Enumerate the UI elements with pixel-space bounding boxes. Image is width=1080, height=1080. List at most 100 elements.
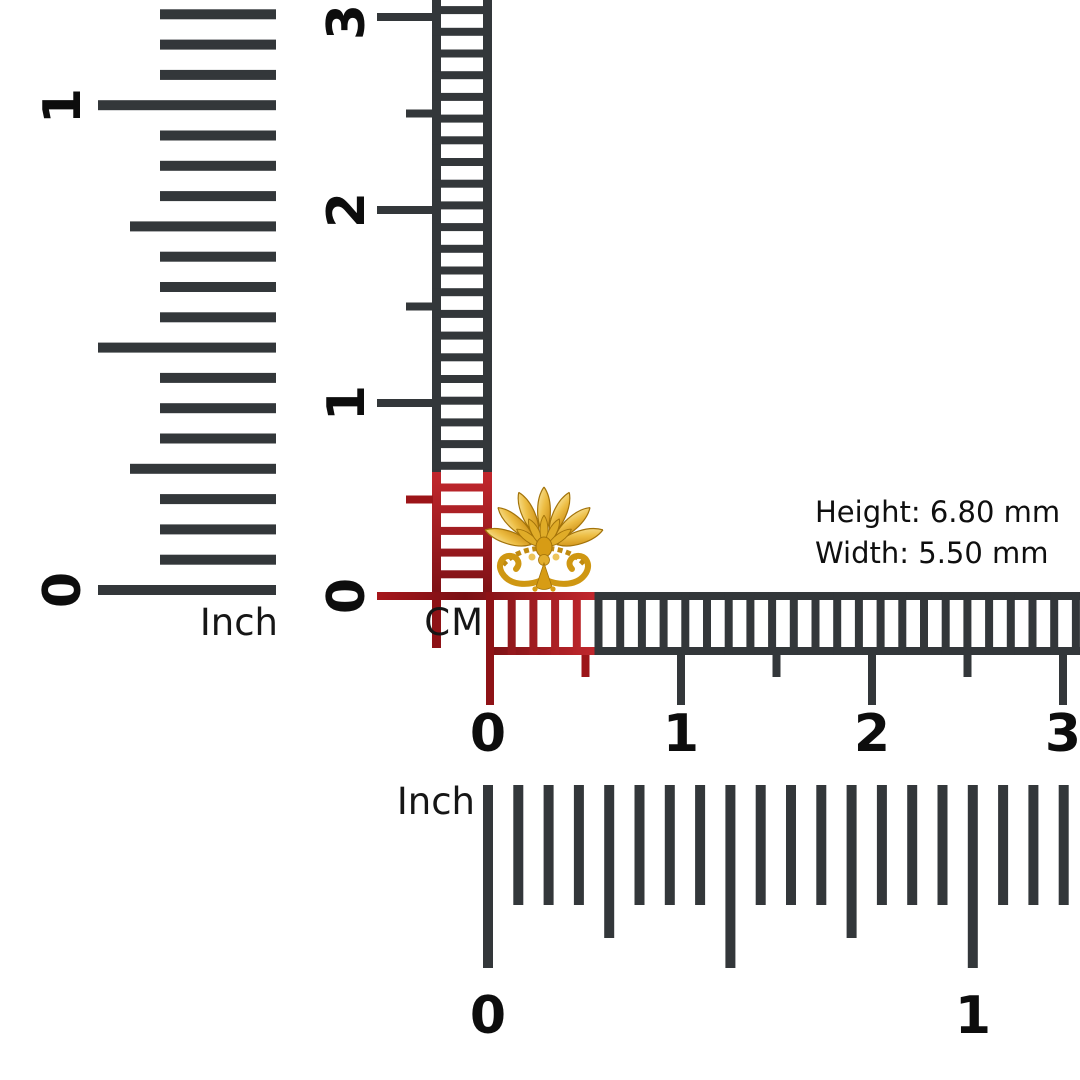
inch-bottom-tick [907,785,918,905]
cm-horizontal-label-0: 0 [469,704,507,764]
cm-v-rung [432,114,492,123]
inch-unit-label-left: Inch [199,601,278,644]
base-tuft [535,561,553,590]
inch-bottom-tick [604,785,615,938]
cm-v-rung [432,201,492,210]
cm-v-half-tick [406,109,433,118]
inch-bottom-tick [876,785,887,905]
cm-h-major-tick [677,655,685,705]
cm-h-rung [1050,592,1059,655]
cm-v-rung [432,136,492,145]
cm-h-rung [572,592,581,655]
inch-left-tick [160,403,276,414]
cm-v-rung [432,309,492,318]
cm-v-rung [432,396,492,405]
base-bead [532,586,538,592]
cm-h-rung [1006,592,1015,655]
cm-h-rung [551,592,560,655]
inch-bottom-tick [937,785,948,905]
inch-left-tick [98,342,276,353]
cm-v-rung [432,570,492,579]
cm-v-major-tick [377,13,433,21]
cm-unit-label: CM [424,601,484,644]
inch-left-tick [160,69,276,80]
cm-h-rung [768,592,777,655]
inch-left-tick [130,463,276,474]
cm-v-rung [432,418,492,427]
measurement-text: Height: 6.80 mm Width: 5.50 mm [815,492,1060,574]
cm-h-rung [920,592,928,655]
gold-stud-ornament [484,486,604,592]
inch-bottom-tick [573,785,584,905]
cm-h-rung [594,592,603,655]
inch-left-major-tick [98,100,276,111]
cm-h-rung [616,592,625,655]
center-bead [535,536,553,558]
inch-bottom-tick [998,785,1009,905]
cm-h-rung [941,592,950,655]
cm-h-major-tick [1059,655,1067,705]
inch-left-tick [160,130,276,141]
cm-h-half-tick [963,655,972,677]
cm-h-rung [507,592,516,655]
cm-v-rung [432,223,492,232]
inch-left-tick [130,221,276,232]
cm-v-rung [432,461,492,470]
cm-h-rung [876,592,885,655]
inch-unit-label-bottom: Inch [396,780,475,823]
inch-bottom-tick [664,785,675,905]
inch-bottom-tick [786,785,796,905]
cm-v-rail-extension [432,600,441,648]
inch-left-tick [160,191,276,202]
cm-v-rail [483,0,492,600]
cm-v-rung [432,49,492,58]
cm-h-rung [854,592,863,655]
cm-v-half-tick [406,495,433,504]
cm-h-rung [789,592,798,655]
side-bead [528,553,536,561]
cm-v-rung [432,266,492,275]
cm-v-rung [432,179,492,188]
cm-ruler-horizontal [377,592,1080,705]
petal [556,528,604,547]
inch-left-major-tick [98,585,276,595]
cm-v-rung [432,244,492,253]
inch-bottom-major-tick [967,785,978,968]
inch-bottom-label-1: 1 [954,986,992,1046]
inch-ruler-bottom [483,785,1069,968]
cm-h-rung [724,592,733,655]
inch-bottom-tick [755,785,766,905]
cm-v-rung [432,6,492,15]
cm-v-rung [432,158,492,166]
cm-h-rung [1028,592,1037,655]
cm-h-rung [703,592,711,655]
cm-v-major-tick [377,206,433,214]
cm-v-rail-red [483,472,492,600]
cm-v-half-tick [406,302,433,311]
inch-bottom-tick [725,785,736,968]
cm-vertical-label-3: 3 [317,3,377,41]
cm-v-rung [432,27,492,36]
cm-h-rung [681,592,690,655]
inch-left-tick [160,554,276,565]
inch-left-label-0: 0 [33,571,93,609]
inch-bottom-tick [543,785,554,905]
cm-v-rung [432,331,492,340]
cm-h-rung [833,592,842,655]
inch-bottom-tick [634,785,645,905]
cm-horizontal-label-2: 2 [853,704,891,764]
inch-left-tick [160,372,276,383]
cm-v-rung [432,288,492,297]
cm-h-zero-tick [486,592,494,705]
cm-h-rung [898,592,907,655]
cm-h-bottom-rail-red [486,647,597,655]
cm-v-rung [432,526,492,535]
inch-left-tick [160,312,276,323]
inch-ruler-left [98,9,276,595]
inch-bottom-tick [695,785,706,905]
inch-left-tick [160,433,276,444]
inch-left-tick [160,282,276,292]
cm-h-half-tick [772,655,781,677]
